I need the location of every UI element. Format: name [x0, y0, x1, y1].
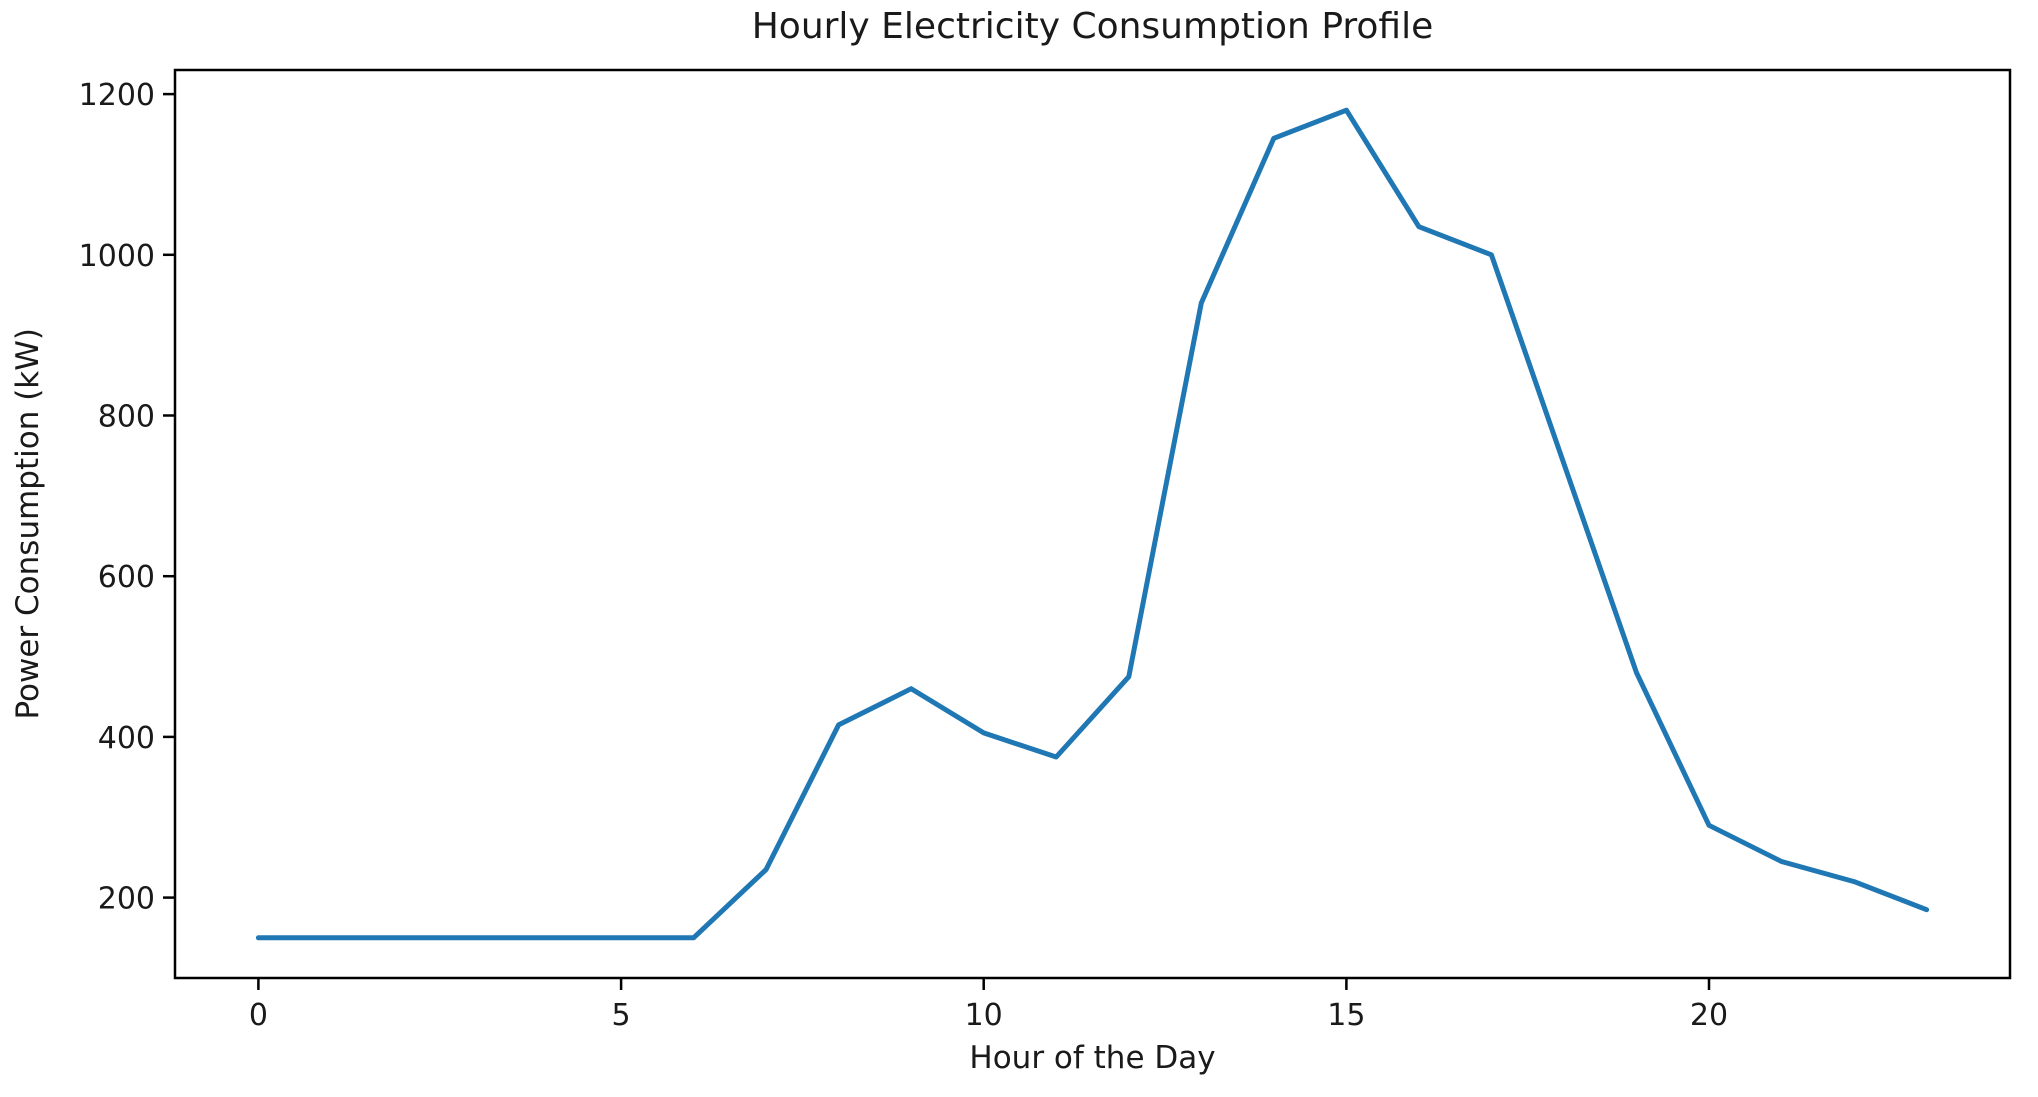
y-tick-label: 1000	[79, 239, 155, 274]
y-tick-label: 200	[98, 882, 155, 917]
x-tick-label: 5	[612, 998, 631, 1033]
x-tick-label: 0	[249, 998, 268, 1033]
y-tick-label: 600	[98, 560, 155, 595]
x-tick-label: 20	[1690, 998, 1728, 1033]
axes-frame	[173, 68, 2012, 980]
x-axis-label: Hour of the Day	[969, 1040, 1216, 1076]
x-tick-label: 10	[965, 998, 1003, 1033]
chart-title: Hourly Electricity Consumption Profile	[751, 6, 1434, 47]
x-tick-label: 15	[1327, 998, 1365, 1033]
consumption-line-series	[255, 107, 1930, 941]
y-tick-label: 800	[98, 400, 155, 435]
y-tick-label: 1200	[79, 78, 155, 113]
y-tick-label: 400	[98, 721, 155, 756]
